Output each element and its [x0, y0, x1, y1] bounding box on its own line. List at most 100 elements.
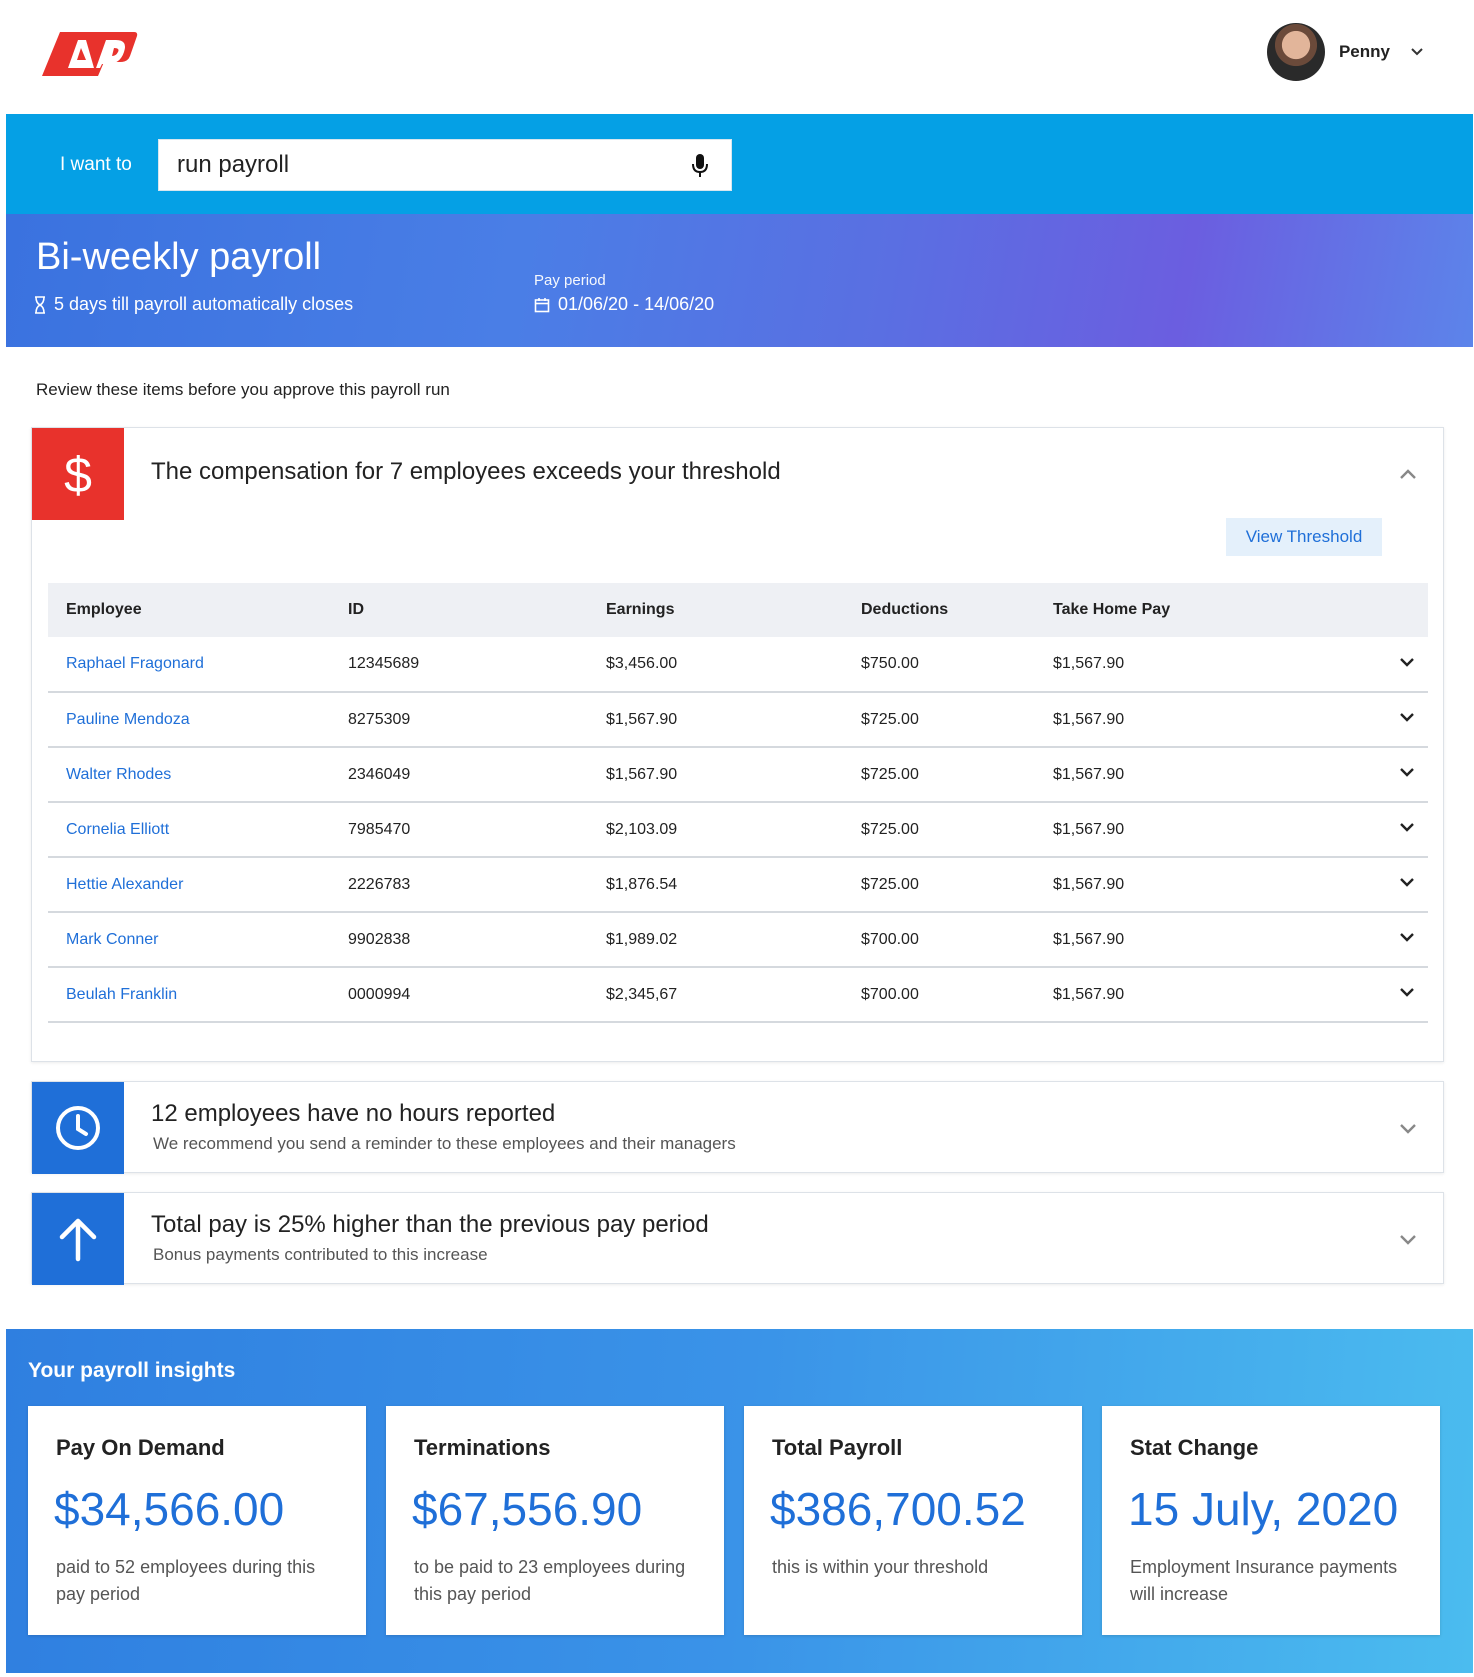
chevron-down-icon[interactable] — [1399, 654, 1415, 670]
payroll-insights: Your payroll insights Pay On Demand $34,… — [6, 1329, 1473, 1673]
row-expand[interactable] — [1368, 967, 1428, 1023]
payroll-hero: Bi-weekly payroll 5 days till payroll au… — [6, 214, 1473, 347]
column-header-earnings[interactable]: Earnings — [588, 583, 843, 637]
table-row[interactable]: Hettie Alexander 2226783 $1,876.54 $725.… — [48, 857, 1428, 913]
table-row[interactable]: Mark Conner 9902838 $1,989.02 $700.00 $1… — [48, 912, 1428, 968]
employee-deductions: $750.00 — [843, 637, 1035, 693]
search-band: I want to — [6, 114, 1473, 214]
employee-deductions: $725.00 — [843, 747, 1035, 803]
column-header-take-home-pay[interactable]: Take Home Pay — [1035, 583, 1368, 637]
employee-earnings: $2,345,67 — [588, 967, 843, 1023]
search-label: I want to — [60, 154, 132, 175]
alert-description: We recommend you send a reminder to thes… — [153, 1134, 736, 1153]
insight-card-terminations[interactable]: Terminations $67,556.90 to be paid to 23… — [386, 1406, 724, 1635]
employee-name-link[interactable]: Mark Conner — [48, 912, 330, 968]
table-row[interactable]: Walter Rhodes 2346049 $1,567.90 $725.00 … — [48, 747, 1428, 803]
column-header-employee[interactable]: Employee — [48, 583, 330, 637]
page-title: Bi-weekly payroll — [36, 236, 322, 278]
row-expand[interactable] — [1368, 692, 1428, 748]
employee-deductions: $725.00 — [843, 692, 1035, 748]
user-menu[interactable]: Penny — [1266, 22, 1424, 82]
employee-name-link[interactable]: Hettie Alexander — [48, 857, 330, 913]
alert-icon-box — [32, 1082, 124, 1174]
column-header-id[interactable]: ID — [330, 583, 588, 637]
employee-take-home-pay: $1,567.90 — [1035, 912, 1368, 968]
dollar-icon: $ — [64, 448, 92, 500]
insight-title: Terminations — [414, 1435, 551, 1460]
pay-period: 01/06/20 - 14/06/20 — [534, 294, 714, 315]
chevron-down-icon[interactable] — [1399, 709, 1415, 725]
insight-title: Pay On Demand — [56, 1435, 225, 1460]
table-row[interactable]: Cornelia Elliott 7985470 $2,103.09 $725.… — [48, 802, 1428, 858]
pay-period-label: Pay period — [534, 272, 606, 289]
calendar-icon — [534, 297, 550, 312]
alert-icon-box: $ — [32, 428, 124, 520]
employee-id: 2346049 — [330, 747, 588, 803]
pay-period-value: 01/06/20 - 14/06/20 — [558, 294, 715, 314]
insight-description: paid to 52 employees during this pay per… — [56, 1557, 316, 1604]
chevron-down-icon[interactable] — [1397, 1117, 1419, 1139]
table-row[interactable]: Raphael Fragonard 12345689 $3,456.00 $75… — [48, 637, 1428, 693]
employee-name-link[interactable]: Pauline Mendoza — [48, 692, 330, 748]
chevron-down-icon[interactable] — [1399, 874, 1415, 890]
employee-id: 0000994 — [330, 967, 588, 1023]
chevron-down-icon[interactable] — [1410, 45, 1424, 59]
threshold-alert-card: $ The compensation for 7 employees excee… — [31, 427, 1444, 1062]
chevron-down-icon[interactable] — [1399, 984, 1415, 1000]
alert-title: The compensation for 7 employees exceeds… — [151, 458, 781, 485]
adp-logo[interactable] — [34, 26, 140, 80]
insight-description: to be paid to 23 employees during this p… — [414, 1557, 686, 1604]
hourglass-icon — [35, 295, 45, 314]
insight-card-pay-on-demand[interactable]: Pay On Demand $34,566.00 paid to 52 empl… — [28, 1406, 366, 1635]
insight-description: Employment Insurance payments will incre… — [1130, 1557, 1398, 1604]
alert-description: Bonus payments contributed to this incre… — [153, 1245, 488, 1264]
employee-table: Employee ID Earnings Deductions Take Hom… — [48, 583, 1428, 1023]
employee-take-home-pay: $1,567.90 — [1035, 747, 1368, 803]
employee-deductions: $700.00 — [843, 912, 1035, 968]
chevron-up-icon[interactable] — [1397, 464, 1419, 486]
row-expand[interactable] — [1368, 912, 1428, 968]
column-header-deductions[interactable]: Deductions — [843, 583, 1035, 637]
alert-title: Total pay is 25% higher than the previou… — [151, 1211, 709, 1238]
chevron-down-icon[interactable] — [1399, 929, 1415, 945]
search-input[interactable] — [159, 140, 659, 190]
employee-earnings: $1,876.54 — [588, 857, 843, 913]
microphone-icon[interactable] — [691, 153, 709, 179]
no-hours-alert-card[interactable]: 12 employees have no hours reported We r… — [31, 1081, 1444, 1174]
employee-name-link[interactable]: Beulah Franklin — [48, 967, 330, 1023]
employee-deductions: $725.00 — [843, 857, 1035, 913]
employee-take-home-pay: $1,567.90 — [1035, 802, 1368, 858]
row-expand[interactable] — [1368, 637, 1428, 693]
search-box[interactable] — [158, 139, 732, 191]
employee-id: 9902838 — [330, 912, 588, 968]
top-bar: Penny — [0, 0, 1474, 114]
employee-earnings: $1,567.90 — [588, 747, 843, 803]
employee-earnings: $1,989.02 — [588, 912, 843, 968]
avatar[interactable] — [1266, 23, 1325, 81]
svg-text:$: $ — [64, 448, 92, 500]
insight-card-total-payroll[interactable]: Total Payroll $386,700.52 this is within… — [744, 1406, 1082, 1635]
insight-value: $67,556.90 — [412, 1483, 643, 1535]
employee-name-link[interactable]: Walter Rhodes — [48, 747, 330, 803]
view-threshold-button[interactable]: View Threshold — [1226, 518, 1382, 556]
chevron-down-icon[interactable] — [1399, 764, 1415, 780]
employee-name-link[interactable]: Raphael Fragonard — [48, 637, 330, 693]
chevron-down-icon[interactable] — [1397, 1228, 1419, 1250]
insight-title: Stat Change — [1130, 1435, 1259, 1460]
total-pay-alert-card[interactable]: Total pay is 25% higher than the previou… — [31, 1192, 1444, 1285]
row-expand[interactable] — [1368, 857, 1428, 913]
chevron-down-icon[interactable] — [1399, 819, 1415, 835]
employee-id: 7985470 — [330, 802, 588, 858]
row-expand[interactable] — [1368, 802, 1428, 858]
table-row[interactable]: Pauline Mendoza 8275309 $1,567.90 $725.0… — [48, 692, 1428, 748]
employee-take-home-pay: $1,567.90 — [1035, 692, 1368, 748]
row-expand[interactable] — [1368, 747, 1428, 803]
table-row[interactable]: Beulah Franklin 0000994 $2,345,67 $700.0… — [48, 967, 1428, 1023]
employee-name-link[interactable]: Cornelia Elliott — [48, 802, 330, 858]
employee-take-home-pay: $1,567.90 — [1035, 637, 1368, 693]
insights-title: Your payroll insights — [28, 1359, 236, 1382]
review-instructions: Review these items before you approve th… — [36, 380, 450, 399]
employee-id: 2226783 — [330, 857, 588, 913]
insight-description: this is within your threshold — [772, 1557, 989, 1577]
insight-card-stat-change[interactable]: Stat Change 15 July, 2020 Employment Ins… — [1102, 1406, 1440, 1635]
